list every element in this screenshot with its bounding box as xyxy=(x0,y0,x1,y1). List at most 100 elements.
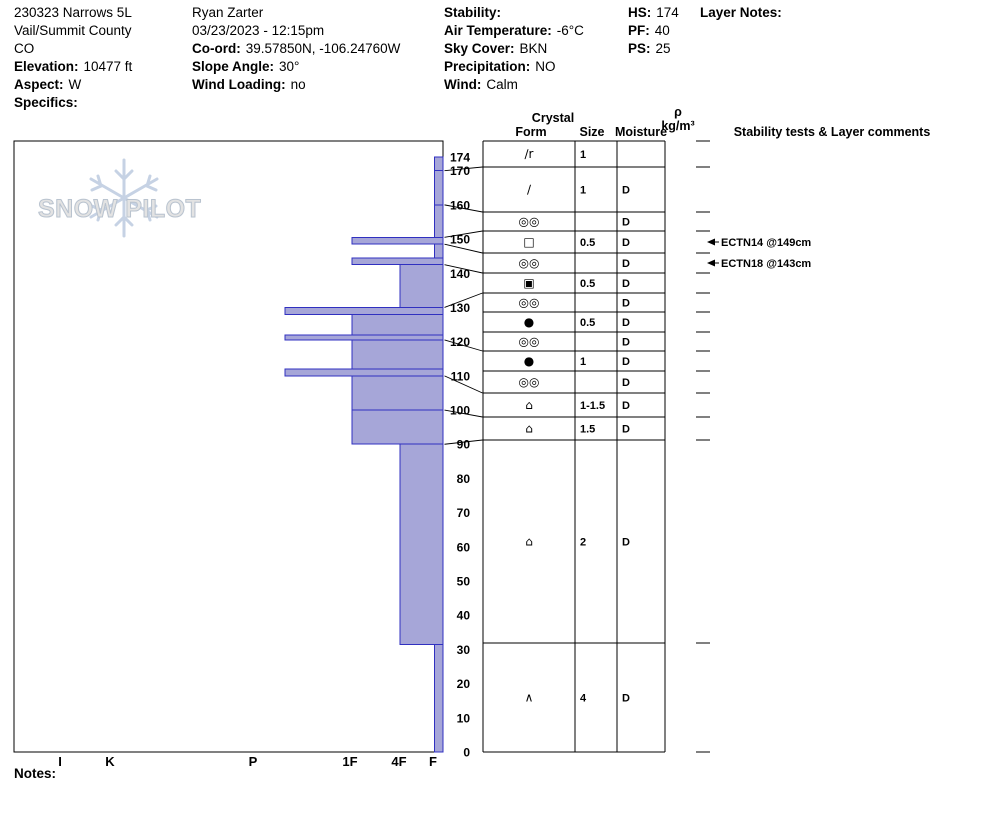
layer-leader-line xyxy=(444,409,483,418)
header-location-block: 230323 Narrows 5L Vail/Summit County CO … xyxy=(14,4,132,112)
precipitation-label: Precipitation: xyxy=(444,59,531,74)
snowflake-icon xyxy=(89,158,159,238)
wind-label: Wind: xyxy=(444,77,482,92)
header-snow-heights-block: HS: 174 PF: 40 PS: 25 xyxy=(628,4,679,58)
aspect-line: Aspect: W xyxy=(14,76,132,94)
hs-line: HS: 174 xyxy=(628,4,679,22)
layer-leader-line xyxy=(444,204,483,213)
grain-size-value: 0.5 xyxy=(580,278,595,290)
precipitation-value: NO xyxy=(535,59,556,74)
depth-tick-label: 70 xyxy=(457,506,471,520)
wind-loading-value: no xyxy=(290,77,306,92)
layer-hardness-bar xyxy=(399,264,444,308)
grain-form-symbol: ● xyxy=(524,315,534,329)
precipitation-line: Precipitation: NO xyxy=(444,58,584,76)
grain-size-value: 0.5 xyxy=(580,317,595,329)
layer-hardness-bar xyxy=(434,243,444,259)
layer-hardness-bar xyxy=(434,156,444,172)
observation-datetime: 03/23/2023 - 12:15pm xyxy=(192,23,325,38)
wind-loading-label: Wind Loading: xyxy=(192,77,286,92)
stability-test-arrow-head xyxy=(707,259,715,267)
grain-form-symbol: ▣ xyxy=(523,276,534,290)
wind-value: Calm xyxy=(486,77,518,92)
moisture-value: D xyxy=(622,317,630,329)
moisture-value: D xyxy=(622,424,630,436)
slope-angle-value: 30° xyxy=(279,59,300,74)
coord-label: Co-ord: xyxy=(192,41,241,56)
grain-form-symbol: ◎◎ xyxy=(519,215,540,229)
stability-test-label: ECTN18 @143cm xyxy=(721,258,811,270)
layer-leader-line xyxy=(444,243,483,254)
grain-size-value: 1-1.5 xyxy=(580,400,605,412)
depth-tick-label: 140 xyxy=(450,267,470,281)
coord-value: 39.57850N, -106.24760W xyxy=(245,41,401,56)
stability-label: Stability: xyxy=(444,5,502,20)
ps-label: PS: xyxy=(628,41,651,56)
grain-size-value: 0.5 xyxy=(580,237,595,249)
observer-name: Ryan Zarter xyxy=(192,5,264,20)
pit-state: CO xyxy=(14,41,35,56)
depth-tick-label: 150 xyxy=(450,233,470,247)
stability-test-label: ECTN14 @149cm xyxy=(721,237,811,249)
grain-size-value: 1 xyxy=(580,356,586,368)
col-header-density-units: kg/m³ xyxy=(661,119,694,133)
layer-hardness-bar xyxy=(351,236,444,245)
elevation-label: Elevation: xyxy=(14,59,79,74)
layer-hardness-bar xyxy=(351,313,444,336)
wind-loading-line: Wind Loading: no xyxy=(192,76,400,94)
layer-hardness-bar xyxy=(434,204,444,238)
aspect-label: Aspect: xyxy=(14,77,64,92)
layer-notes-line: Layer Notes: xyxy=(700,4,787,22)
layer-hardness-bar xyxy=(351,257,444,266)
layer-leader-line xyxy=(444,375,483,394)
col-header-moisture: Moisture xyxy=(615,125,667,139)
layer-hardness-bar xyxy=(284,306,444,315)
layer-hardness-bar xyxy=(434,170,444,206)
moisture-value: D xyxy=(622,237,630,249)
sky-cover-line: Sky Cover: BKN xyxy=(444,40,584,58)
sky-cover-label: Sky Cover: xyxy=(444,41,515,56)
depth-tick-label: 100 xyxy=(450,404,470,418)
grain-size-value: 2 xyxy=(580,537,586,549)
ps-line: PS: 25 xyxy=(628,40,679,58)
snowpilot-logo: SNOW PILOT xyxy=(37,156,228,248)
grain-form-symbol: ◎◎ xyxy=(519,296,540,310)
grain-size-value: 1 xyxy=(580,149,586,161)
hardness-tick-label: 1F xyxy=(342,754,357,769)
air-temp-line: Air Temperature: -6°C xyxy=(444,22,584,40)
depth-tick-label: 80 xyxy=(457,472,471,486)
col-header-crystal: Crystal xyxy=(532,111,574,125)
layer-hardness-bar xyxy=(284,368,444,377)
moisture-value: D xyxy=(622,400,630,412)
pf-value: 40 xyxy=(654,23,670,38)
layer-notes-label: Layer Notes: xyxy=(700,5,782,20)
depth-tick-label: 20 xyxy=(457,677,471,691)
pit-name: 230323 Narrows 5L xyxy=(14,5,132,20)
specifics-label: Specifics: xyxy=(14,95,78,110)
layer-hardness-bar xyxy=(351,409,444,445)
specifics-line: Specifics: xyxy=(14,94,132,112)
grain-form-symbol: ∕ xyxy=(527,183,532,197)
wind-line: Wind: Calm xyxy=(444,76,584,94)
depth-tick-label: 170 xyxy=(450,164,470,178)
layer-leader-line xyxy=(444,230,483,238)
depth-tick-label: 50 xyxy=(457,575,471,589)
col-header-comments: Stability tests & Layer comments xyxy=(734,125,931,139)
layer-leader-line xyxy=(444,166,483,172)
hardness-tick-label: 4F xyxy=(391,754,406,769)
pf-line: PF: 40 xyxy=(628,22,679,40)
ps-value: 25 xyxy=(655,41,671,56)
layer-leader-line xyxy=(444,264,483,274)
depth-tick-label: 174 xyxy=(450,151,470,165)
header-weather-block: Stability: Air Temperature: -6°C Sky Cove… xyxy=(444,4,584,94)
hardness-tick-label: P xyxy=(249,754,258,769)
coord-line: Co-ord: 39.57850N, -106.24760W xyxy=(192,40,400,58)
layer-hardness-bar xyxy=(434,643,444,753)
layer-hardness-bar xyxy=(351,375,444,411)
depth-tick-label: 160 xyxy=(450,198,470,212)
col-header-form: Form xyxy=(515,125,546,139)
depth-tick-label: 0 xyxy=(463,746,470,760)
grain-form-symbol: ◎◎ xyxy=(519,256,540,270)
layer-hardness-bar xyxy=(284,334,444,341)
